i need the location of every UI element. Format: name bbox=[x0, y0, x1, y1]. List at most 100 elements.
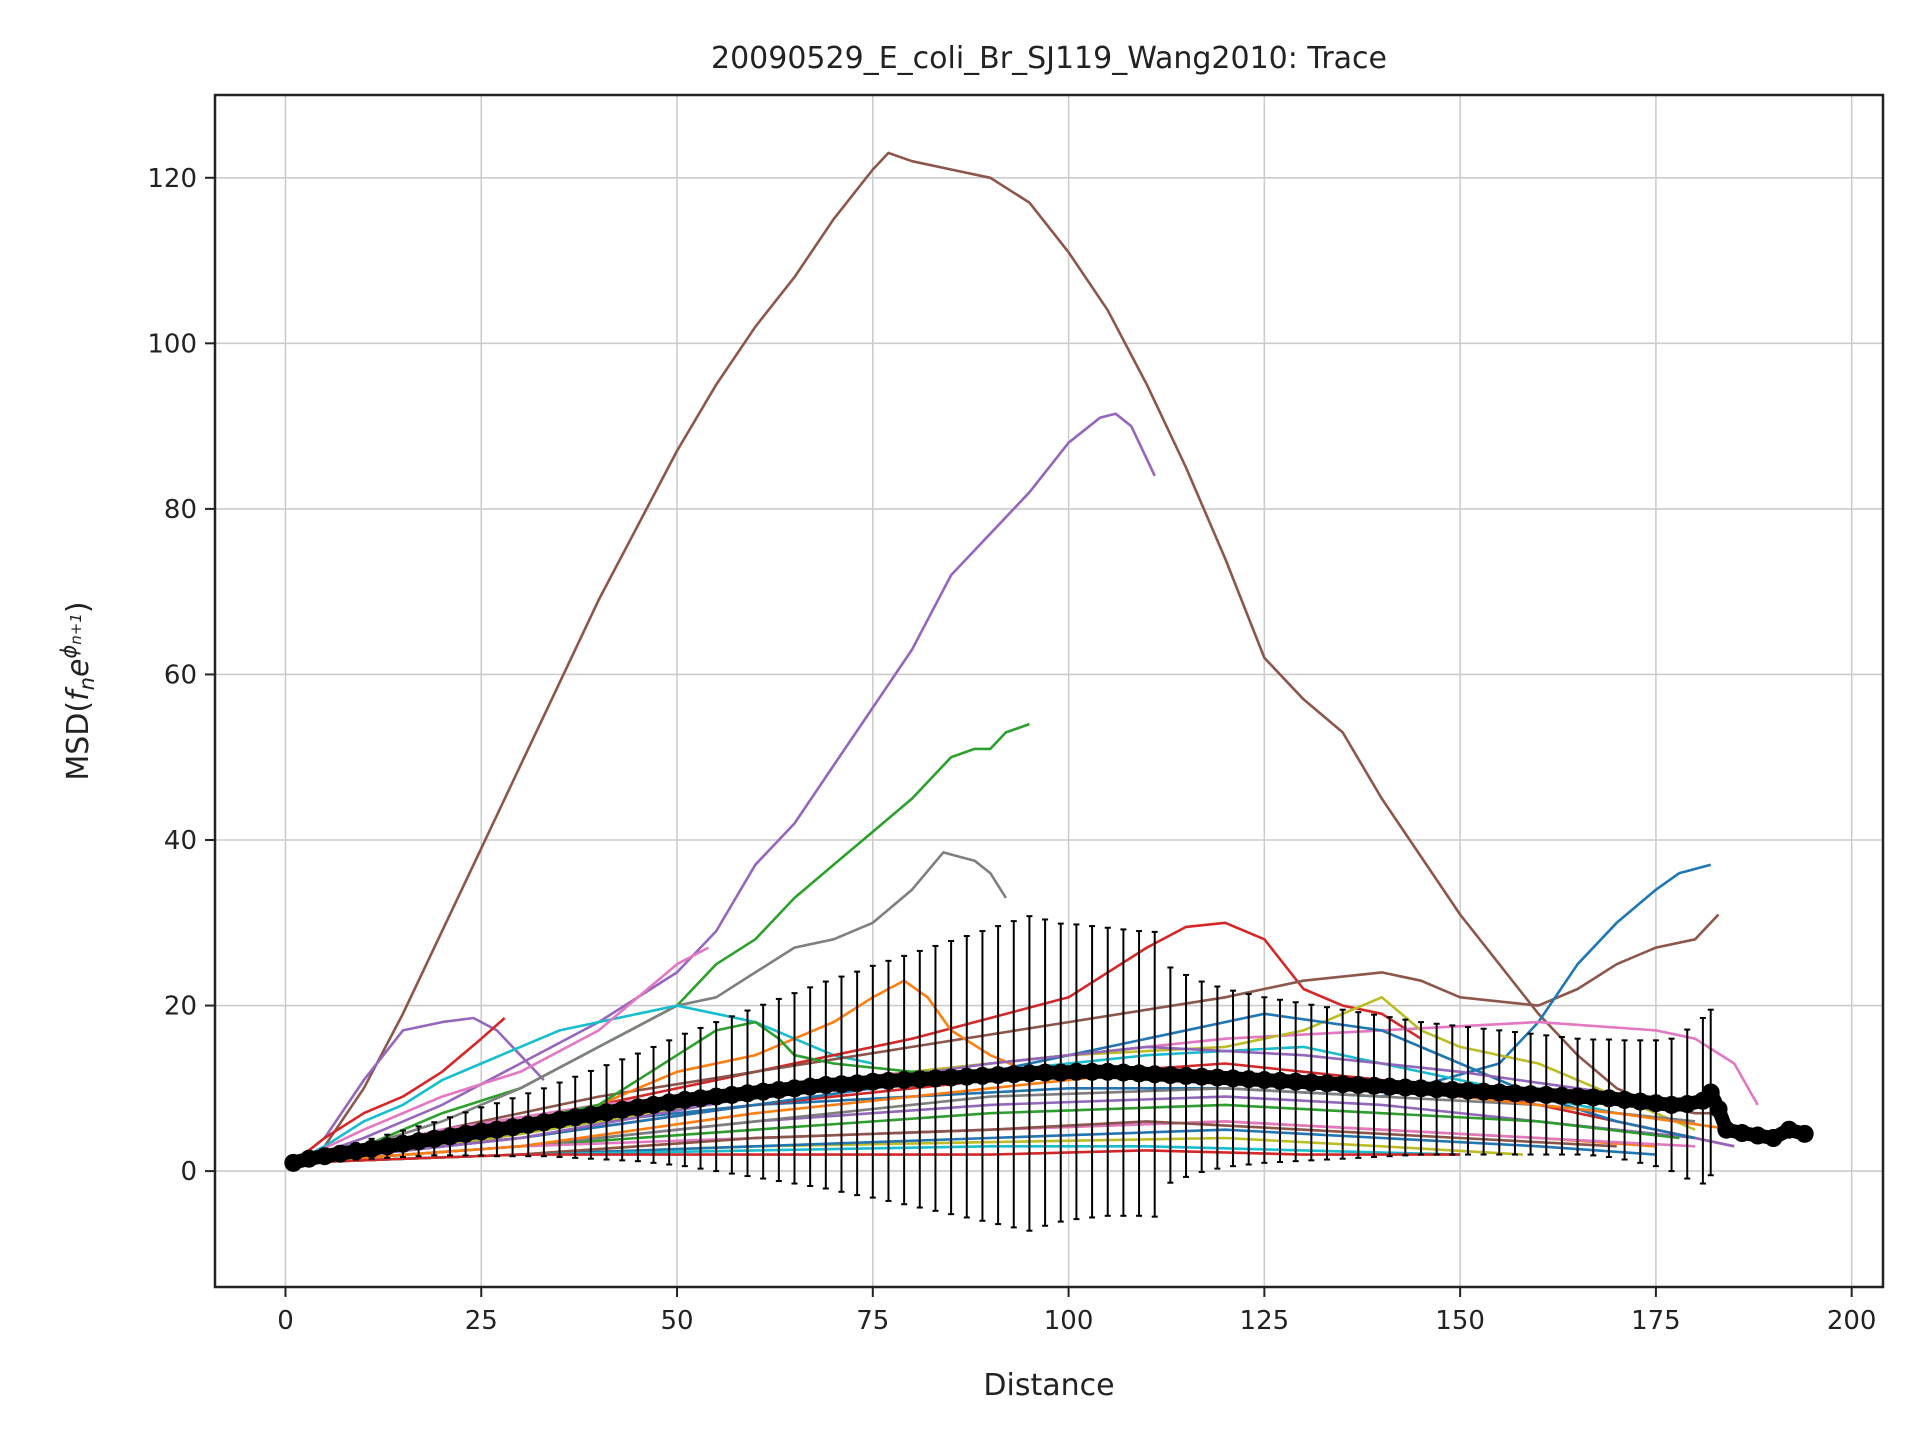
mean-point bbox=[832, 1075, 851, 1094]
mean-point bbox=[613, 1100, 632, 1119]
mean-point bbox=[1411, 1079, 1430, 1098]
y-tick-label: 60 bbox=[164, 660, 197, 690]
mean-point bbox=[1364, 1076, 1383, 1095]
mean-point bbox=[534, 1113, 553, 1132]
mean-point bbox=[519, 1115, 538, 1134]
series-line bbox=[293, 921, 1422, 1165]
mean-point bbox=[1145, 1065, 1164, 1084]
series-line bbox=[293, 851, 1008, 1165]
mean-point bbox=[1161, 1066, 1180, 1085]
mean-point bbox=[1748, 1126, 1767, 1145]
mean-point bbox=[1349, 1076, 1368, 1095]
mean-point bbox=[1678, 1095, 1697, 1114]
series-line bbox=[292, 1017, 506, 1164]
mean-point bbox=[1458, 1081, 1477, 1100]
mean-point bbox=[1083, 1062, 1102, 1081]
mean-point bbox=[1036, 1063, 1055, 1082]
x-tick-label: 175 bbox=[1631, 1306, 1681, 1336]
mean-point bbox=[503, 1118, 522, 1137]
series-group bbox=[292, 151, 1759, 1165]
y-tick-label: 120 bbox=[147, 164, 197, 194]
mean-point bbox=[1208, 1068, 1227, 1087]
mean-point bbox=[910, 1070, 929, 1089]
mean-point bbox=[895, 1071, 914, 1090]
mean-point bbox=[1584, 1088, 1603, 1107]
y-label-n: n bbox=[75, 677, 99, 690]
ticks: 0 25 50 75 100 125 150 175 200 0 20 40 60 80 100 120 bbox=[147, 164, 1876, 1336]
x-tick-label: 125 bbox=[1240, 1306, 1290, 1336]
x-tick-label: 100 bbox=[1044, 1306, 1094, 1336]
y-tick-label: 0 bbox=[180, 1157, 197, 1187]
y-tick-label: 40 bbox=[164, 826, 197, 856]
mean-point bbox=[284, 1153, 303, 1172]
mean-point bbox=[1615, 1090, 1634, 1109]
mean-point bbox=[299, 1149, 318, 1168]
mean-point bbox=[1701, 1083, 1720, 1102]
mean-point bbox=[1662, 1095, 1681, 1114]
mean-point bbox=[1098, 1062, 1117, 1081]
mean-point bbox=[989, 1066, 1008, 1085]
mean-point bbox=[722, 1085, 741, 1104]
mean-point bbox=[848, 1074, 867, 1093]
grid bbox=[215, 95, 1883, 1287]
mean-point bbox=[1490, 1083, 1509, 1102]
mean-point bbox=[1443, 1080, 1462, 1099]
x-tick-label: 150 bbox=[1435, 1306, 1485, 1336]
x-tick-label: 75 bbox=[856, 1306, 889, 1336]
series-line bbox=[292, 946, 710, 1164]
mean-point bbox=[1177, 1066, 1196, 1085]
mean-point bbox=[816, 1076, 835, 1095]
series-line bbox=[292, 1004, 874, 1164]
mean-point bbox=[1286, 1072, 1305, 1091]
mean-point bbox=[472, 1122, 491, 1141]
y-label-phi: ϕ bbox=[57, 645, 81, 659]
mean-point bbox=[1599, 1089, 1618, 1108]
series-line bbox=[293, 1045, 1696, 1165]
plot-frame bbox=[213, 93, 1885, 1289]
mean-point bbox=[1474, 1082, 1493, 1101]
series-line bbox=[293, 722, 1030, 1165]
series-line bbox=[292, 412, 1156, 1165]
mean-point bbox=[1067, 1062, 1086, 1081]
mean-point bbox=[1255, 1071, 1274, 1090]
mean-point bbox=[581, 1105, 600, 1124]
mean-point bbox=[1505, 1084, 1524, 1103]
x-axis-title: Distance bbox=[983, 1368, 1114, 1403]
mean-point bbox=[942, 1068, 961, 1087]
mean-point bbox=[597, 1103, 616, 1122]
y-label-e: e bbox=[61, 659, 96, 677]
x-tick-label: 0 bbox=[277, 1306, 294, 1336]
mean-point bbox=[957, 1067, 976, 1086]
mean-point bbox=[1114, 1063, 1133, 1082]
series-line bbox=[292, 151, 1711, 1164]
mean-point bbox=[1717, 1120, 1736, 1139]
mean-point bbox=[1631, 1092, 1650, 1111]
mean-point bbox=[378, 1137, 397, 1156]
mean-point bbox=[1521, 1085, 1540, 1104]
mean-point bbox=[1568, 1087, 1587, 1106]
mean-point bbox=[487, 1120, 506, 1139]
mean-point bbox=[675, 1090, 694, 1109]
mean-point bbox=[1318, 1074, 1336, 1093]
mean-point bbox=[644, 1095, 663, 1114]
mean-point bbox=[1192, 1067, 1211, 1086]
y-label-sub: n+1 bbox=[67, 613, 85, 645]
mean-point bbox=[707, 1087, 726, 1106]
mean-point bbox=[973, 1066, 992, 1085]
mean-point bbox=[1224, 1069, 1243, 1088]
series-line bbox=[292, 1016, 545, 1164]
y-label-close: ) bbox=[61, 601, 96, 613]
mean-point bbox=[1130, 1064, 1149, 1083]
y-tick-label: 80 bbox=[164, 495, 197, 525]
mean-point bbox=[1709, 1100, 1728, 1119]
y-label-prefix: MSD( bbox=[61, 701, 96, 781]
mean-point bbox=[769, 1080, 788, 1099]
mean-point bbox=[1396, 1078, 1415, 1097]
mean-point bbox=[785, 1079, 804, 1098]
mean-point bbox=[456, 1124, 475, 1143]
x-tick-label: 50 bbox=[660, 1306, 693, 1336]
mean-point bbox=[1380, 1077, 1399, 1096]
mean-point bbox=[1020, 1064, 1039, 1083]
chart-title: 20090529_E_coli_Br_SJ119_Wang2010: Trace bbox=[711, 41, 1387, 76]
